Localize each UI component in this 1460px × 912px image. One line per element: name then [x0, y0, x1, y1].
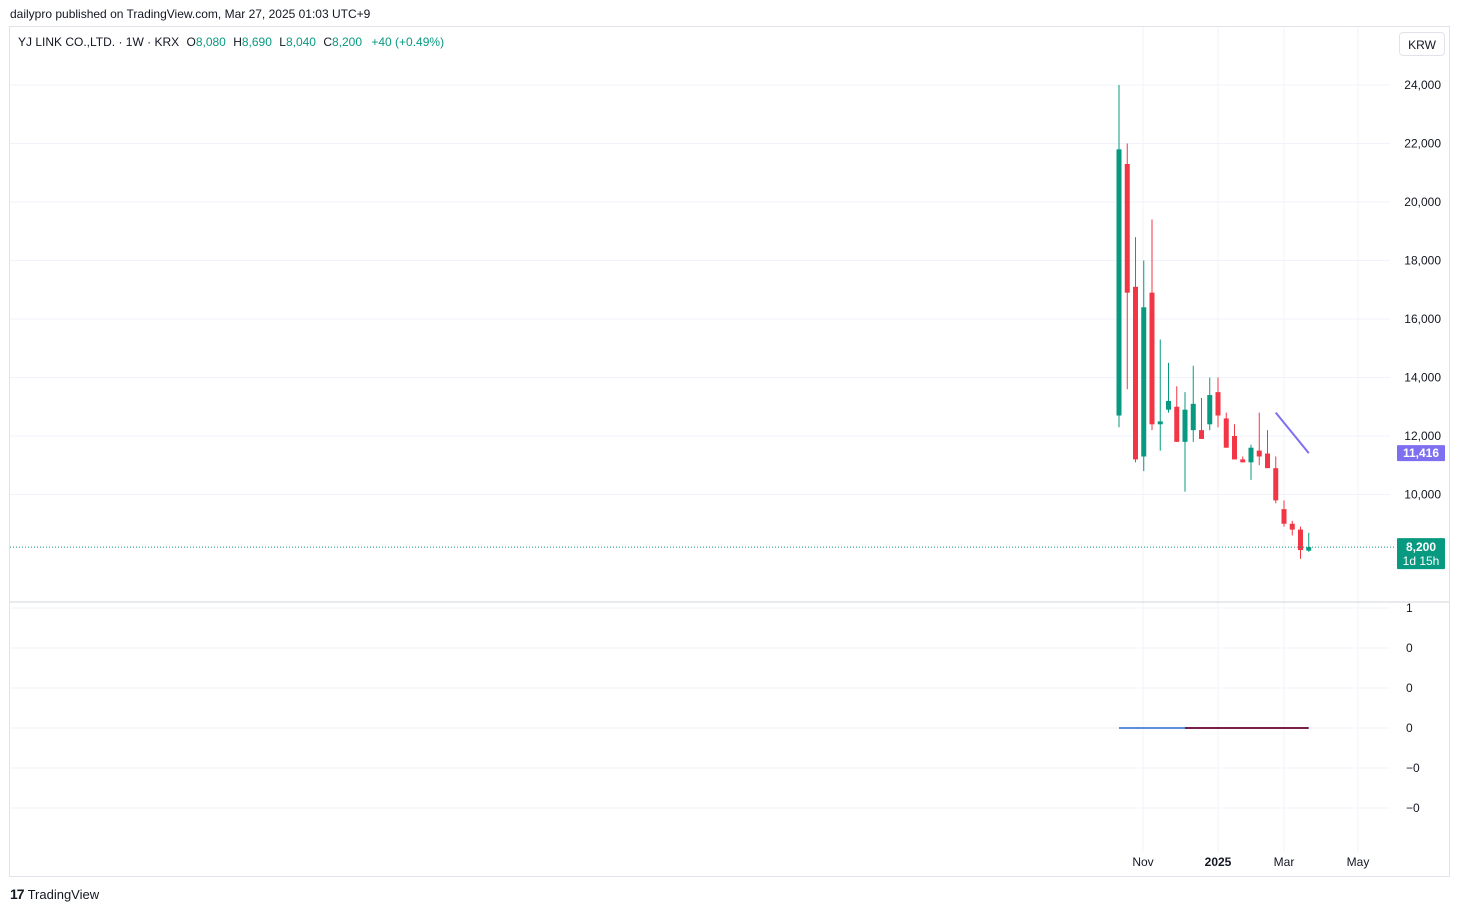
indicator-tick-label: 1	[1406, 601, 1413, 615]
tradingview-logo-icon: 17	[10, 886, 25, 902]
candle-body	[1182, 409, 1188, 442]
published-caption: dailypro published on TradingView.com, M…	[10, 7, 371, 21]
high-label: H	[233, 35, 242, 49]
open-value: 8,080	[195, 35, 226, 49]
last-price-label: 8,200	[1406, 540, 1436, 554]
y-tick-label: 20,000	[1404, 195, 1441, 209]
ohlc-legend: YJ LINK CO.,LTD. · 1W · KRX O8,080 H8,69…	[18, 35, 444, 49]
candle-body	[1256, 450, 1262, 457]
y-tick-label: 22,000	[1404, 137, 1441, 151]
y-tick-label: 24,000	[1404, 78, 1441, 92]
change-value: +40 (+0.49%)	[371, 35, 445, 49]
trendline-badge	[1397, 445, 1445, 462]
trendline	[1274, 411, 1310, 454]
chart-frame	[9, 26, 1450, 877]
indicator-pane: 1 0 0 0 −0 −0	[1119, 601, 1420, 815]
candle-body	[1199, 430, 1204, 439]
candle-body	[1116, 149, 1122, 416]
candle-body	[1149, 292, 1155, 425]
candle-body	[1141, 307, 1147, 457]
close-value: 8,200	[331, 35, 363, 49]
brand-name: TradingView	[27, 886, 100, 902]
candle-body	[1207, 395, 1213, 425]
candles-layer	[1116, 85, 1312, 559]
trendline-label: 11,416	[1403, 446, 1439, 460]
candle-body	[1157, 421, 1163, 425]
x-tick-label: Mar	[1274, 855, 1295, 869]
candle-body	[1289, 523, 1295, 530]
low-value: 8,040	[285, 35, 316, 49]
y-tick-label: 12,000	[1404, 429, 1441, 443]
candle-body	[1232, 436, 1237, 460]
indicator-tick-label: 0	[1406, 681, 1413, 695]
indicator-tick-label: 0	[1406, 721, 1413, 735]
close-label: C	[323, 35, 332, 49]
y-tick-label: 16,000	[1404, 312, 1441, 326]
y-tick-label: 10,000	[1404, 488, 1441, 502]
y-tick-label: 14,000	[1404, 371, 1441, 385]
footer-brand: 17 TradingView	[10, 886, 99, 902]
countdown-label: 1d 15h	[1403, 554, 1440, 568]
high-value: 8,690	[241, 35, 272, 49]
last-price-badge	[1397, 538, 1445, 570]
time-axis: Nov 2025 Mar May	[1132, 855, 1369, 869]
y-tick-label: 18,000	[1404, 254, 1441, 268]
x-tick-label: 2025	[1205, 855, 1232, 869]
candle-body	[1215, 392, 1221, 416]
candle-body	[1306, 547, 1312, 551]
candle-body	[1133, 286, 1138, 460]
x-tick-label: May	[1347, 855, 1370, 869]
low-label: L	[279, 35, 286, 49]
candle-body	[1190, 403, 1196, 431]
candle-body	[1281, 509, 1287, 524]
candle-body	[1166, 400, 1171, 410]
candle-body	[1248, 447, 1254, 463]
candle-body	[1265, 453, 1270, 469]
symbol-label: YJ LINK CO.,LTD. · 1W · KRX	[18, 35, 180, 49]
candle-body	[1124, 163, 1130, 293]
indicator-tick-label: −0	[1406, 801, 1420, 815]
candle-body	[1298, 529, 1303, 551]
price-axis: 10,000 12,000 14,000 16,000 18,000 20,000 22,0…	[1404, 78, 1441, 502]
indicator-tick-label: −0	[1406, 761, 1420, 775]
candle-body	[1174, 406, 1180, 442]
candle-body	[1223, 418, 1229, 448]
indicator-tick-label: 0	[1406, 641, 1413, 655]
open-label: O	[186, 35, 196, 49]
candle-body	[1273, 468, 1279, 501]
candle-body	[1240, 459, 1246, 463]
currency-button[interactable]: KRW	[1399, 32, 1445, 56]
x-tick-label: Nov	[1132, 855, 1153, 869]
